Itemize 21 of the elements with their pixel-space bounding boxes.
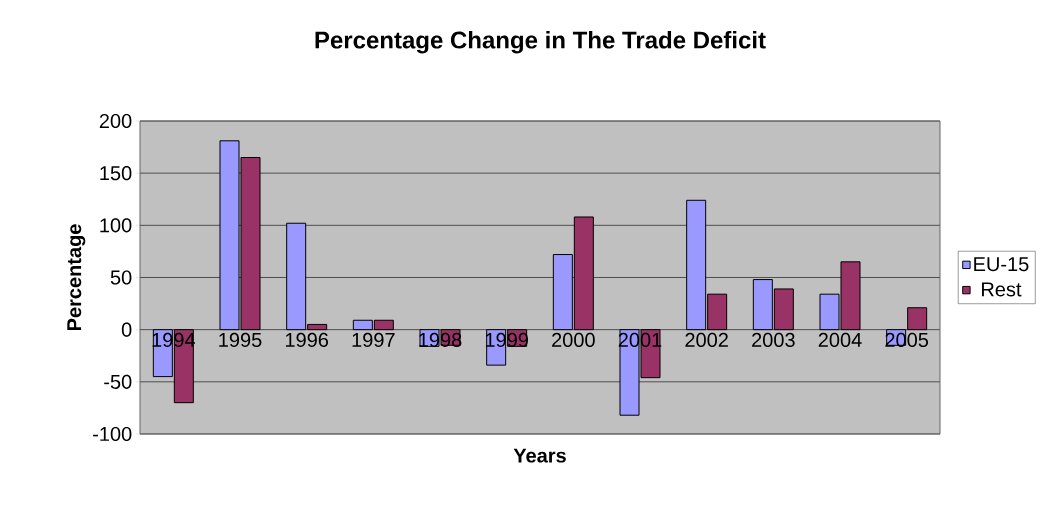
y-tick-label: 0 xyxy=(121,322,132,337)
x-tick-label: 2000 xyxy=(552,332,595,348)
y-axis-title: Percentage xyxy=(67,224,86,331)
y-tick-label: -100 xyxy=(93,426,132,442)
x-tick-label: 1996 xyxy=(285,332,329,348)
y-tick-label: 100 xyxy=(100,218,132,233)
x-tick-label: 1994 xyxy=(152,332,195,348)
y-tick-label: -50 xyxy=(104,374,132,389)
legend-label: Rest xyxy=(982,282,1022,297)
chart-title: Percentage Change in The Trade Deficit xyxy=(315,30,766,54)
y-tick-label: 200 xyxy=(99,113,132,129)
x-tick-label: 1995 xyxy=(219,332,262,348)
x-tick-label: 2003 xyxy=(752,332,795,348)
x-axis-title: Years xyxy=(513,448,566,463)
x-tick-label: 1997 xyxy=(352,332,395,348)
x-tick-label: 1999 xyxy=(485,332,528,348)
y-tick-label: 150 xyxy=(100,166,132,181)
x-tick-label: 2002 xyxy=(685,332,728,348)
x-tick-label: 2004 xyxy=(818,332,862,348)
y-tick-label: 50 xyxy=(110,270,132,285)
legend-label: EU-15 xyxy=(974,257,1029,272)
